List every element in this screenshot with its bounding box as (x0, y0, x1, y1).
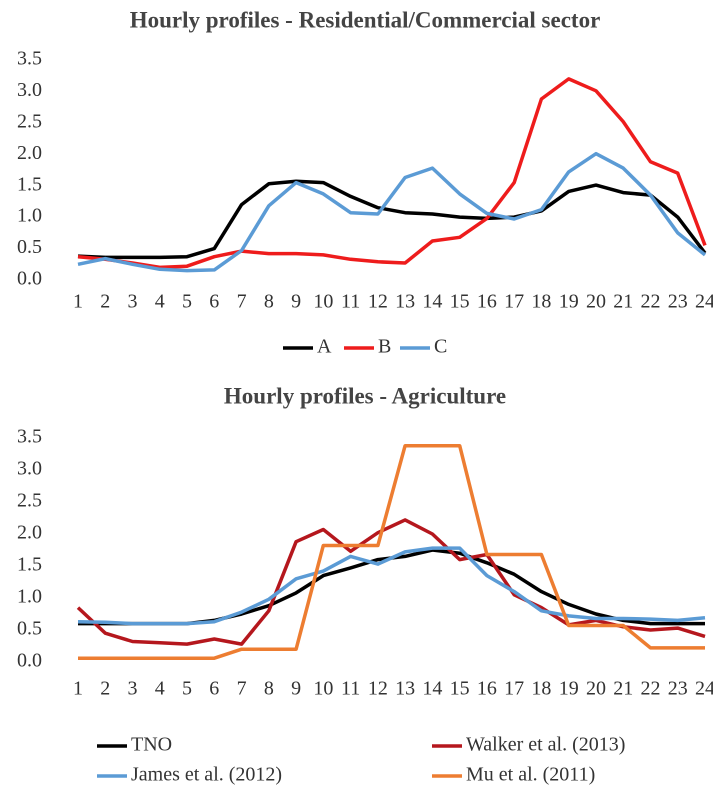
x-tick-label: 18 (531, 291, 551, 313)
x-tick-label: 6 (209, 678, 219, 700)
x-tick-label: 13 (395, 291, 415, 313)
x-tick-label: 13 (395, 678, 415, 700)
x-tick-label: 14 (422, 291, 442, 313)
series-line (78, 443, 705, 660)
x-tick-label: 22 (640, 678, 660, 700)
y-tick-label: 1.0 (17, 586, 42, 608)
x-tick-label: 21 (613, 678, 633, 700)
x-tick-label: 5 (182, 291, 192, 313)
y-tick-label: 3.0 (17, 79, 42, 101)
y-tick-label: 0.0 (17, 268, 42, 290)
legend-label: TNO (131, 734, 172, 756)
y-tick-label: 0.5 (17, 618, 42, 640)
x-tick-label: 7 (237, 291, 247, 313)
x-tick-label: 9 (291, 291, 301, 313)
x-tick-label: 12 (368, 291, 388, 313)
x-tick-label: 2 (100, 291, 110, 313)
x-tick-label: 10 (313, 678, 333, 700)
x-tick-label: 21 (613, 291, 633, 313)
x-tick-label: 17 (504, 291, 524, 313)
y-tick-label: 2.0 (17, 142, 42, 164)
x-tick-label: 23 (668, 678, 688, 700)
series-line (77, 77, 707, 270)
y-tick-label: 2.5 (17, 110, 42, 132)
x-tick-label: 8 (264, 291, 274, 313)
x-tick-label: 16 (477, 291, 497, 313)
x-tick-label: 17 (504, 678, 524, 700)
y-tick-label: 3.0 (17, 458, 42, 480)
x-tick-label: 9 (291, 678, 301, 700)
series-line (77, 546, 706, 626)
legend-label: C (434, 336, 447, 358)
x-tick-label: 23 (668, 291, 688, 313)
x-tick-label: 5 (182, 678, 192, 700)
legend-label: A (317, 336, 332, 358)
y-tick-label: 3.5 (17, 426, 42, 448)
x-tick-label: 4 (155, 678, 165, 700)
chart-title: Hourly profiles - Residential/Commercial… (130, 7, 601, 32)
x-tick-label: 20 (586, 291, 606, 313)
x-tick-label: 3 (128, 291, 138, 313)
x-tick-label: 19 (559, 291, 579, 313)
legend-label: Walker et al. (2013) (466, 734, 625, 756)
legend-label: B (378, 336, 391, 358)
series-line (77, 151, 707, 273)
y-tick-label: 2.5 (17, 490, 42, 512)
y-tick-label: 1.0 (17, 205, 42, 227)
y-tick-label: 0.0 (17, 650, 42, 672)
x-tick-label: 2 (100, 678, 110, 700)
x-tick-label: 16 (477, 678, 497, 700)
series-line (76, 518, 706, 646)
x-tick-label: 11 (341, 678, 360, 700)
x-tick-label: 8 (264, 678, 274, 700)
x-tick-label: 1 (73, 678, 83, 700)
x-tick-label: 24 (695, 678, 713, 700)
x-tick-label: 22 (640, 291, 660, 313)
series-line (78, 548, 705, 626)
y-tick-label: 0.5 (17, 236, 42, 258)
x-tick-label: 24 (695, 291, 713, 313)
x-tick-label: 4 (155, 291, 165, 313)
x-tick-label: 15 (450, 678, 470, 700)
legend-label: James et al. (2012) (131, 764, 282, 786)
x-tick-label: 7 (237, 678, 247, 700)
x-tick-label: 19 (559, 678, 579, 700)
x-tick-label: 18 (531, 678, 551, 700)
y-tick-label: 3.5 (17, 48, 42, 70)
x-tick-label: 6 (209, 291, 219, 313)
x-tick-label: 15 (450, 291, 470, 313)
y-tick-label: 1.5 (17, 554, 42, 576)
legend-label: Mu et al. (2011) (466, 764, 595, 786)
chart-title: Hourly profiles - Agriculture (224, 383, 506, 408)
x-tick-label: 10 (313, 291, 333, 313)
y-tick-label: 1.5 (17, 173, 42, 195)
x-tick-label: 1 (73, 291, 83, 313)
x-tick-label: 20 (586, 678, 606, 700)
x-tick-label: 11 (341, 291, 360, 313)
series-line (77, 179, 707, 260)
x-tick-label: 3 (128, 678, 138, 700)
x-tick-label: 12 (368, 678, 388, 700)
y-tick-label: 2.0 (17, 522, 42, 544)
x-tick-label: 14 (422, 678, 442, 700)
